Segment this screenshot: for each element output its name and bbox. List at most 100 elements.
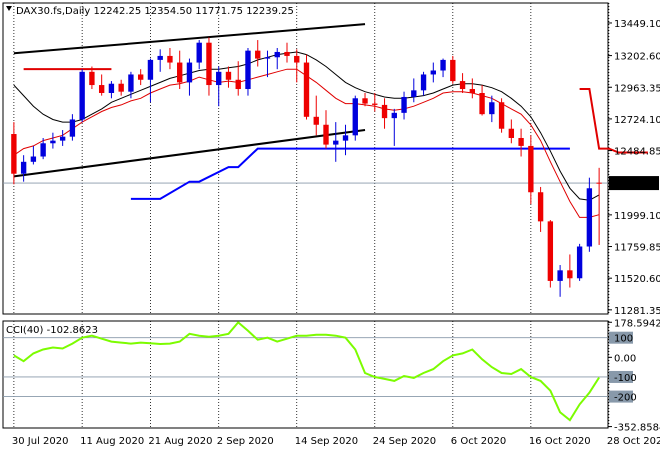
candle-body xyxy=(411,90,417,97)
date-axis-label: 24 Sep 2020 xyxy=(373,436,436,447)
price-axis-label: 12963.35 xyxy=(614,83,660,94)
cci-axis-label: 0.00 xyxy=(614,353,636,364)
candle-body xyxy=(59,136,66,141)
date-axis-label: 2 Sep 2020 xyxy=(217,436,274,447)
candle-body xyxy=(313,116,319,125)
candle-body xyxy=(479,92,485,115)
candle-body xyxy=(391,112,397,119)
candle-body xyxy=(528,145,534,193)
candle-body xyxy=(459,81,466,90)
cci-header: CCI(40) -102.8623 xyxy=(6,325,98,336)
candle-body xyxy=(30,156,37,162)
price-axis-label: 11759.85 xyxy=(614,243,660,254)
main-panel-frame xyxy=(2,2,609,315)
candle-body xyxy=(118,83,124,92)
candle-body xyxy=(362,98,368,104)
candle-body xyxy=(489,102,495,115)
candle-body xyxy=(342,135,349,141)
candle-body xyxy=(518,137,524,146)
candle-body xyxy=(596,182,602,184)
candle-body xyxy=(128,74,134,92)
candle-body xyxy=(547,221,554,281)
cci-axis-label: -352.8584 xyxy=(614,423,660,434)
price-axis-label: 12724.10 xyxy=(614,115,660,126)
candle-body xyxy=(186,62,193,83)
cci-axis-label: -100 xyxy=(614,373,637,384)
stop-step-line xyxy=(579,88,648,154)
date-axis-label: 6 Oct 2020 xyxy=(451,436,506,447)
date-axis-label: 16 Oct 2020 xyxy=(529,436,591,447)
last-price-label: 12239.25 xyxy=(612,179,660,190)
candle-body xyxy=(255,50,261,59)
cci-level-tag xyxy=(609,331,633,344)
candle-body xyxy=(20,161,27,174)
candle-body xyxy=(147,59,154,80)
candle-body xyxy=(537,192,544,222)
candle-body xyxy=(167,55,173,63)
candle-body xyxy=(333,140,339,145)
cci-line xyxy=(13,320,600,422)
candle-body xyxy=(11,134,17,174)
main-chart-header: DAX30.fs,Daily 12242.25 12354.50 11771.7… xyxy=(16,6,294,17)
price-axis-label: 13202.60 xyxy=(614,52,660,63)
candle-body xyxy=(498,102,505,129)
candle-body xyxy=(79,71,85,120)
candle-body xyxy=(206,42,212,86)
candle-body xyxy=(401,96,407,113)
candle-body xyxy=(508,128,515,138)
candle-body xyxy=(567,270,573,279)
candle-body xyxy=(469,89,476,93)
candle-body xyxy=(586,188,593,247)
cci-axis-label: 100 xyxy=(614,334,633,345)
candle-body xyxy=(352,98,358,136)
candle-body xyxy=(216,71,222,86)
candle-body xyxy=(557,270,563,281)
cci-axis-label: 178.5942 xyxy=(614,318,660,329)
candle-body xyxy=(264,57,271,59)
candle-body xyxy=(137,74,144,80)
cci-axis-label: -200 xyxy=(614,393,637,404)
channel-lower-line xyxy=(13,129,366,178)
candle-body xyxy=(245,50,251,90)
price-axis-label: 12484.85 xyxy=(614,147,660,158)
candle-body xyxy=(294,55,300,63)
date-axis-label: 21 Aug 2020 xyxy=(148,436,212,447)
candle-body xyxy=(177,62,183,83)
candle-body xyxy=(284,51,290,56)
date-axis-label: 28 Oct 2020 xyxy=(607,436,660,447)
candle-body xyxy=(450,59,456,82)
cci-level-tag xyxy=(609,370,633,383)
candle-body xyxy=(50,140,56,144)
candle-body xyxy=(225,71,232,80)
candle-body xyxy=(381,104,388,119)
cci-level-tag xyxy=(609,390,633,403)
candle-body xyxy=(303,62,310,117)
cci-panel-frame xyxy=(2,320,609,429)
candle-body xyxy=(89,71,95,86)
candle-body xyxy=(372,103,378,105)
candle-body xyxy=(108,83,115,93)
candle-body xyxy=(235,79,241,90)
candle-body xyxy=(576,246,583,279)
candle-body xyxy=(98,85,105,93)
price-axis-label: 11520.60 xyxy=(614,274,660,285)
candle-body xyxy=(196,42,202,63)
last-price-tag xyxy=(609,176,659,191)
candle-body xyxy=(440,59,446,71)
price-axis-label: 11281.35 xyxy=(614,306,660,317)
price-axis-label: 13449.10 xyxy=(614,19,660,30)
channel-upper-line xyxy=(13,23,366,55)
candle-body xyxy=(157,55,163,60)
date-axis-label: 11 Aug 2020 xyxy=(80,436,144,447)
candle-body xyxy=(40,143,46,157)
candle-body xyxy=(420,74,427,91)
date-axis-label: 14 Sep 2020 xyxy=(295,436,358,447)
candle-body xyxy=(430,70,436,75)
collapse-arrow-icon xyxy=(6,6,12,11)
candle-body xyxy=(274,51,280,58)
date-axis-label: 30 Jul 2020 xyxy=(12,436,69,447)
ma-slow-line xyxy=(13,51,600,201)
price-axis-label: 11999.10 xyxy=(614,211,660,222)
